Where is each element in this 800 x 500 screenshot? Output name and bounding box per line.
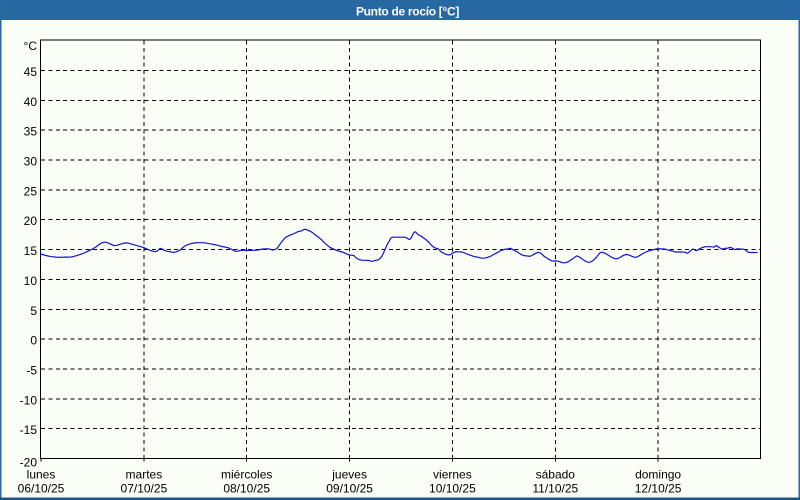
svg-text:°C: °C [24, 39, 38, 53]
svg-text:sábado: sábado [536, 468, 576, 482]
svg-text:10/10/25: 10/10/25 [429, 482, 476, 496]
svg-text:09/10/25: 09/10/25 [326, 482, 373, 496]
svg-text:15: 15 [24, 244, 38, 258]
svg-text:domingo: domingo [635, 468, 681, 482]
svg-text:-5: -5 [26, 364, 37, 378]
svg-text:35: 35 [24, 125, 38, 139]
svg-text:5: 5 [30, 304, 37, 318]
svg-text:10: 10 [24, 274, 38, 288]
svg-text:45: 45 [24, 65, 38, 79]
svg-text:12/10/25: 12/10/25 [635, 482, 682, 496]
svg-text:06/10/25: 06/10/25 [18, 482, 65, 496]
svg-text:40: 40 [24, 95, 38, 109]
svg-text:0: 0 [30, 334, 37, 348]
svg-text:30: 30 [24, 155, 38, 169]
svg-text:07/10/25: 07/10/25 [121, 482, 168, 496]
svg-text:25: 25 [24, 184, 38, 198]
svg-text:-20: -20 [20, 455, 38, 469]
svg-text:jueves: jueves [331, 468, 367, 482]
svg-text:viernes: viernes [433, 468, 472, 482]
svg-text:lunes: lunes [27, 468, 56, 482]
svg-text:-10: -10 [20, 393, 38, 407]
svg-text:20: 20 [24, 214, 38, 228]
svg-text:11/10/25: 11/10/25 [532, 482, 578, 496]
svg-text:miércoles: miércoles [221, 468, 272, 482]
svg-text:08/10/25: 08/10/25 [223, 482, 270, 496]
svg-text:-15: -15 [20, 423, 38, 437]
svg-text:Punto de rocío [°C]: Punto de rocío [°C] [356, 4, 459, 18]
svg-text:martes: martes [126, 468, 163, 482]
